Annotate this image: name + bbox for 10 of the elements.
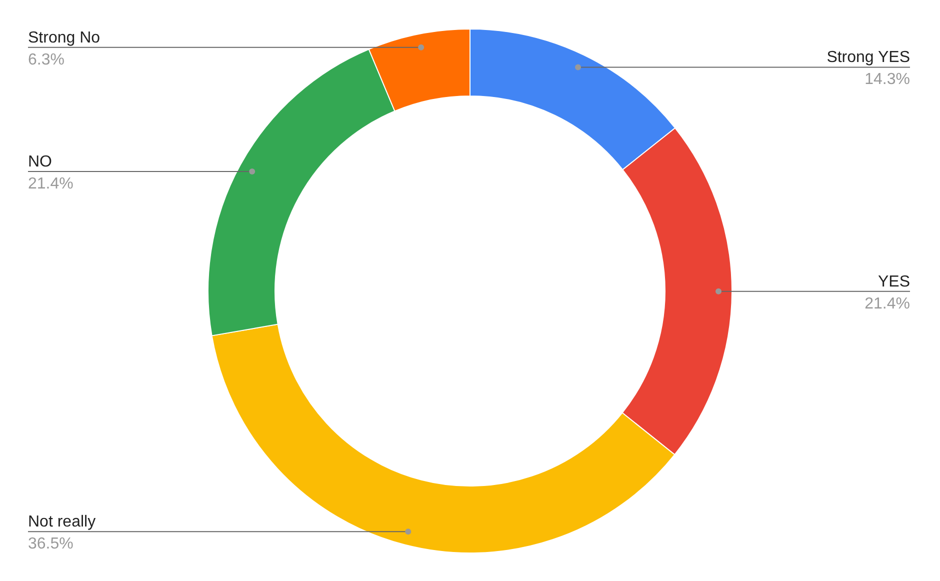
slice-label: Not really bbox=[28, 514, 96, 531]
slice-label: YES bbox=[878, 273, 910, 290]
data-label: 21.4% bbox=[28, 176, 74, 193]
data-label: 14.3% bbox=[864, 71, 910, 88]
slice-label: Strong YES bbox=[826, 49, 910, 66]
slice-label: NO bbox=[28, 154, 52, 171]
data-label: 36.5% bbox=[28, 536, 74, 553]
data-label: 6.3% bbox=[28, 51, 64, 68]
slice-label: Strong No bbox=[28, 29, 100, 46]
data-label: 21.4% bbox=[864, 295, 910, 312]
